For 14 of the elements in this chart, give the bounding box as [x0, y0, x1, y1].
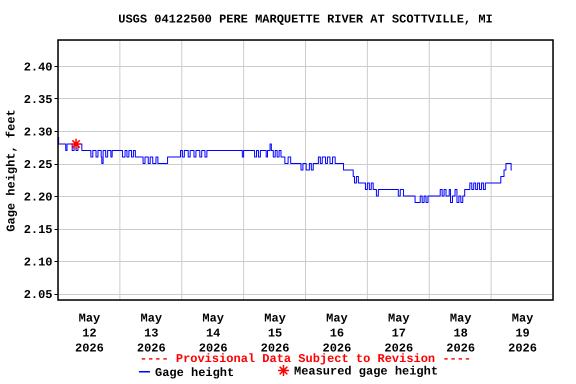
chart-title: USGS 04122500 PERE MARQUETTE RIVER AT SCOTTVILLE, MI: [118, 12, 493, 26]
y-tick-label: 2.10: [24, 256, 52, 270]
y-tick-label: 2.40: [24, 60, 52, 74]
y-axis-title: Gage height, feet: [4, 109, 19, 232]
y-tick-label: 2.25: [24, 158, 52, 172]
legend-label: Gage height: [155, 366, 234, 380]
y-tick-label: 2.35: [24, 93, 52, 107]
y-tick-label: 2.05: [24, 288, 52, 302]
y-tick-label: 2.20: [24, 190, 52, 204]
legend-label: Measured gage height: [294, 364, 438, 379]
y-tick-label: 2.15: [24, 223, 52, 237]
x-tick-label: May 12 2026: [75, 312, 104, 356]
y-tick-label: 2.30: [24, 126, 52, 140]
x-tick-label: May 19 2026: [508, 312, 537, 356]
